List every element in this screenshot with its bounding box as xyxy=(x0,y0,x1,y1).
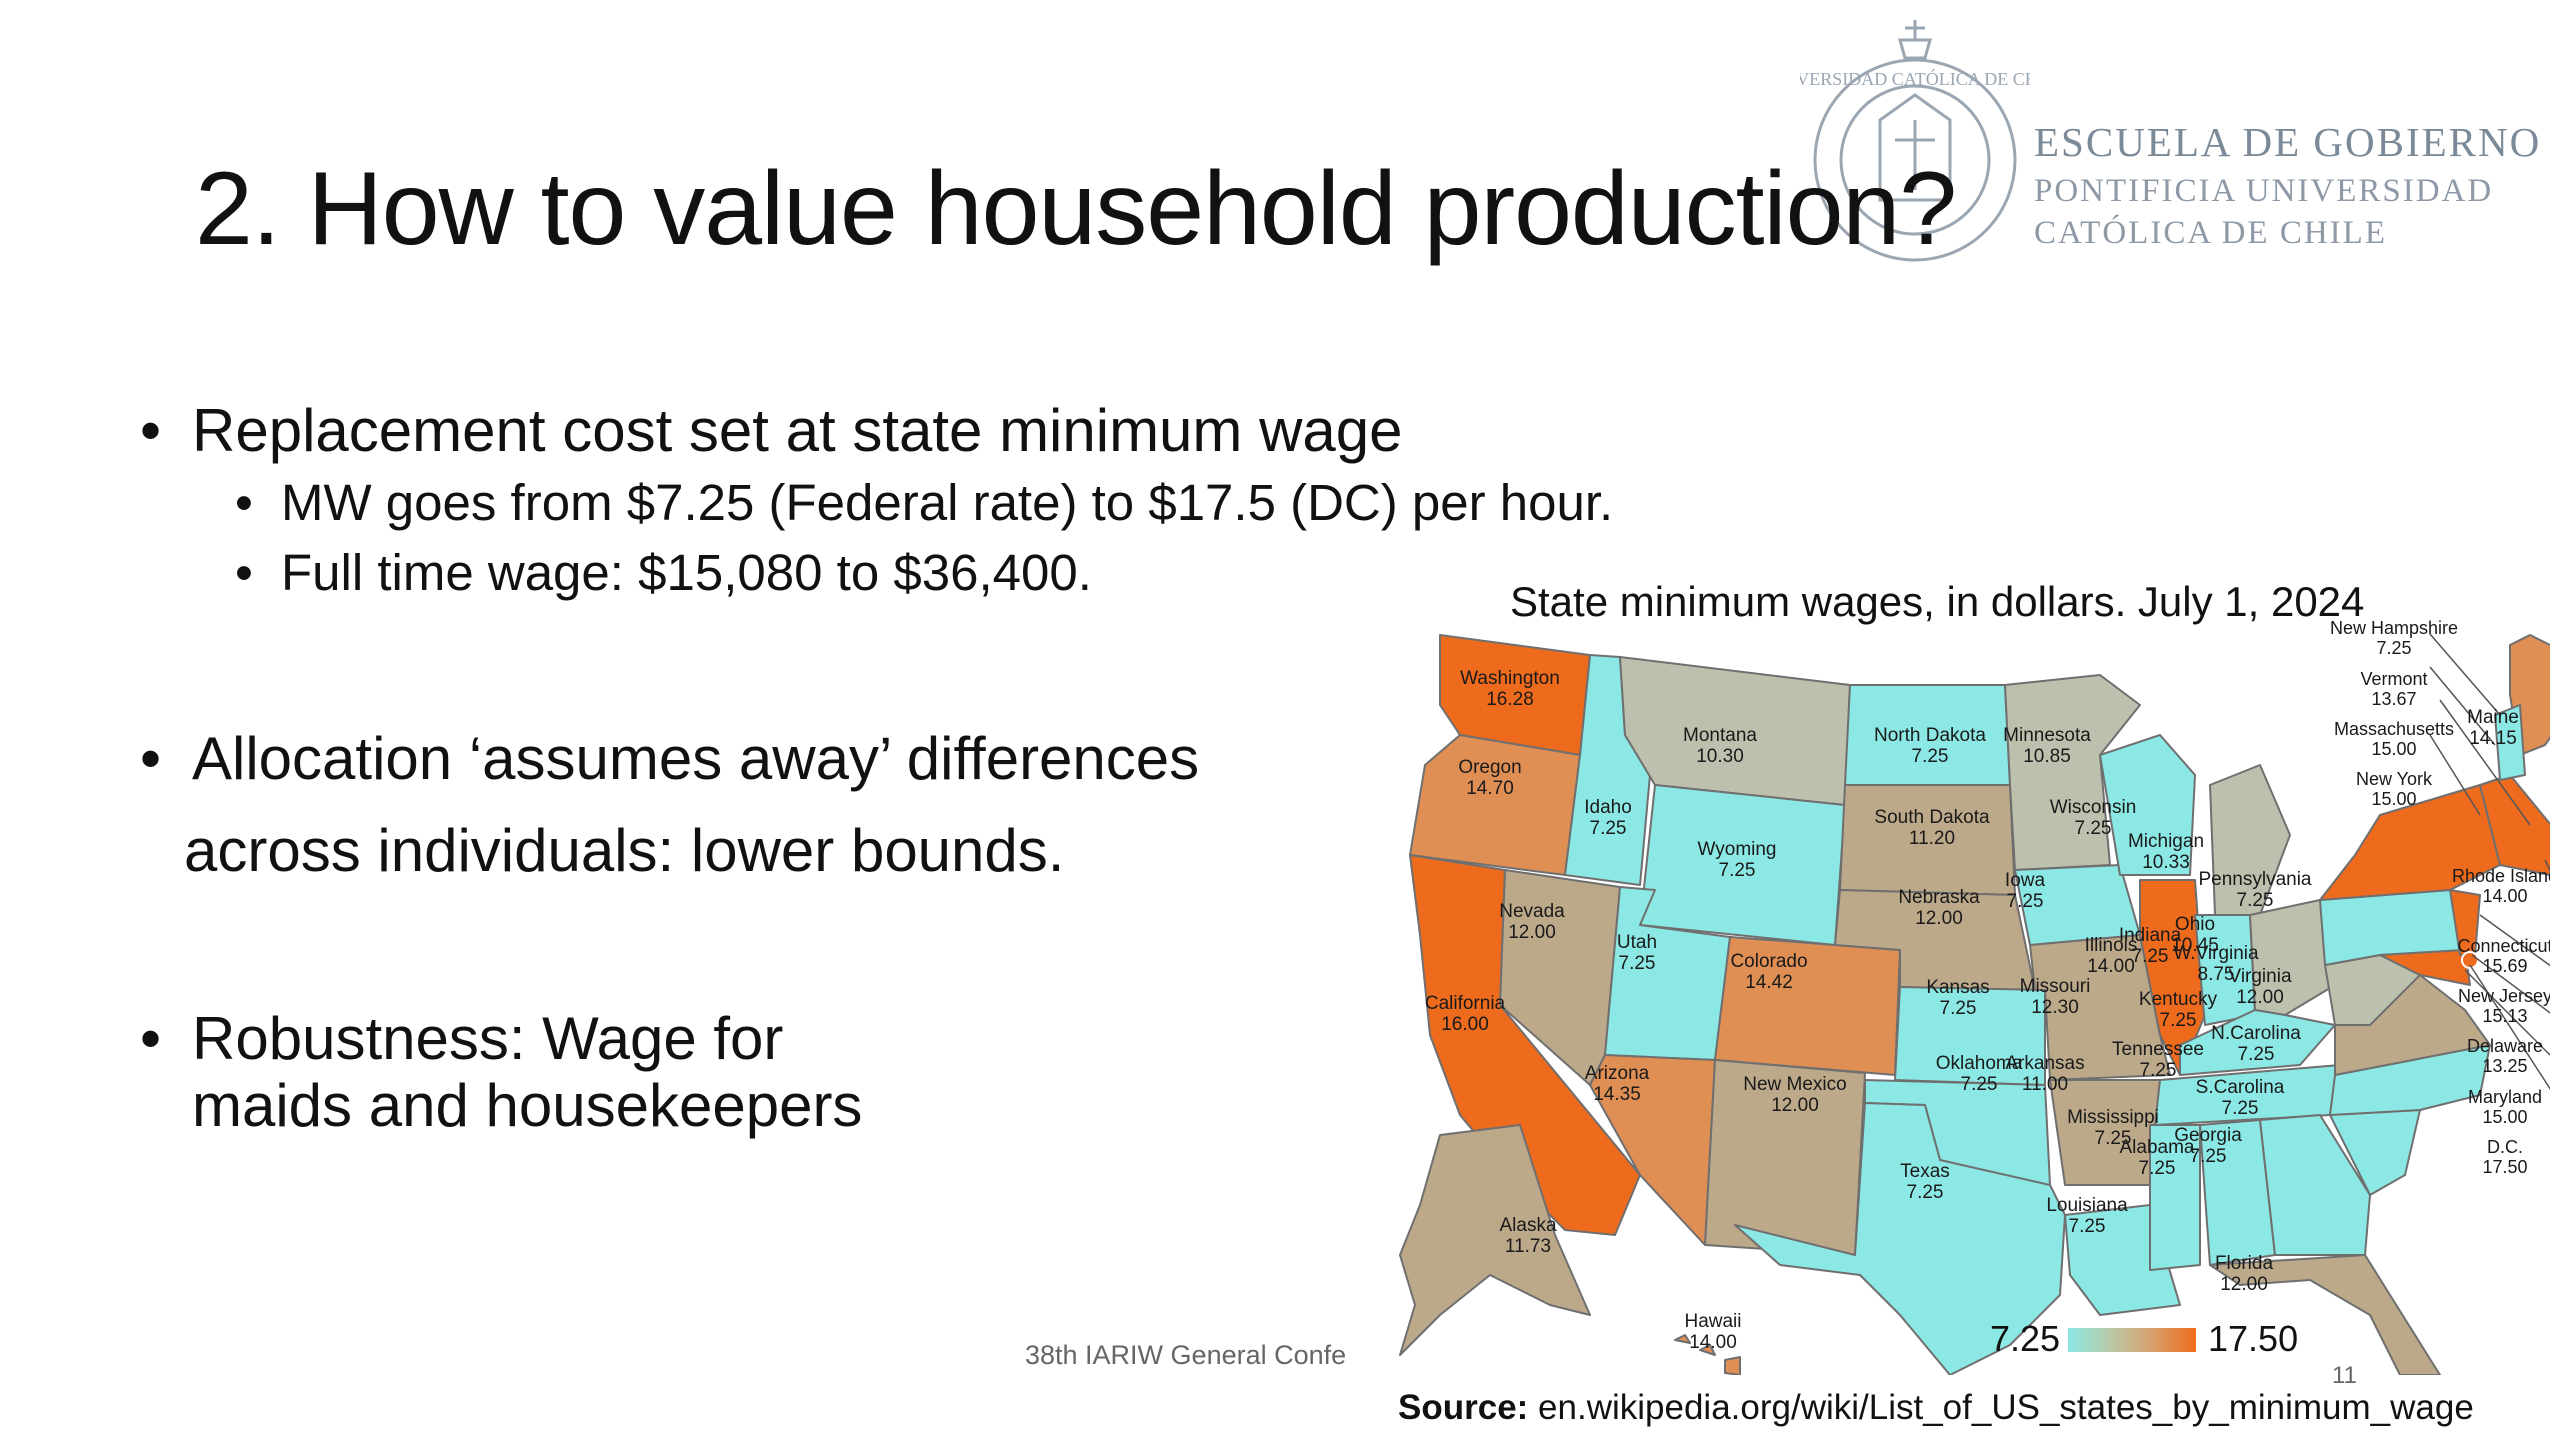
sub-bullet-item: • Full time wage: $15,080 to $36,400. xyxy=(235,544,1092,601)
slide-title: 2. How to value household production? xyxy=(195,151,1957,267)
state-label: Idaho 7.25 xyxy=(1584,797,1632,839)
state-michigan xyxy=(2209,764,2291,916)
state-maryland xyxy=(2379,949,2471,986)
legend-min-label: 7.25 xyxy=(1990,1318,2061,1359)
state-label: Missouri 12.30 xyxy=(2020,976,2091,1018)
northeast-callout-label: Rhode Island 14.00 xyxy=(2452,866,2550,906)
bullet-continuation: across individuals: lower bounds. xyxy=(184,817,1065,884)
university-seal-icon: UNIVERSIDAD CATÓLICA DE CHILE xyxy=(1800,20,2030,262)
state-label: Kentucky 7.25 xyxy=(2139,989,2218,1031)
state-wisconsin xyxy=(2099,734,2196,876)
state-label: Michigan 10.33 xyxy=(2128,831,2204,873)
state-label: Oklahoma 7.25 xyxy=(1936,1053,2023,1095)
state-label: Hawaii 14.00 xyxy=(1684,1311,1741,1353)
us-minimum-wage-map: Washington 16.28 Oregon 14.70 California 16… xyxy=(1399,618,2550,1375)
school-logo: UNIVERSIDAD CATÓLICA DE CHILE ESCUELA DE… xyxy=(1800,10,2560,280)
state-alaska xyxy=(1399,1124,1591,1356)
northeast-callout-label: Massachusetts 15.00 xyxy=(2334,719,2454,759)
state-label: Georgia 7.25 xyxy=(2174,1125,2242,1167)
state-georgia xyxy=(2259,1114,2371,1256)
state-label: Arizona 14.35 xyxy=(1585,1063,1650,1105)
state-mississippi xyxy=(2149,1124,2201,1271)
state-label: Louisiana 7.25 xyxy=(2046,1195,2128,1237)
state-label: Mississippi 7.25 xyxy=(2067,1107,2159,1149)
state-minnesota xyxy=(2004,674,2141,871)
state-label: Nevada 12.00 xyxy=(1499,901,1565,943)
state-label: North Dakota 7.25 xyxy=(1874,725,1986,767)
state-label: N.Carolina 7.25 xyxy=(2211,1023,2301,1065)
source-citation: Source: en.wikipedia.org/wiki/List_of_US… xyxy=(1398,1388,2474,1428)
bullet-item: • Robustness: Wage for xyxy=(140,1005,784,1072)
bullet-item: • Allocation ‘assumes away’ differences xyxy=(140,725,1200,792)
state-label: Tennessee 7.25 xyxy=(2112,1039,2204,1081)
bullet-item: • Replacement cost set at state minimum w… xyxy=(140,397,1403,464)
state-label: Colorado 14.42 xyxy=(1730,951,1807,993)
state-label: Montana 10.30 xyxy=(1683,725,1757,767)
legend-color-scale xyxy=(2068,1328,2196,1352)
state-texas xyxy=(1734,1102,2066,1375)
sub-bullet-item: • MW goes from $7.25 (Federal rate) to $1… xyxy=(235,474,1614,531)
state-oregon xyxy=(1409,734,1581,876)
state-label: New Mexico 12.00 xyxy=(1743,1074,1846,1116)
northeast-callout-label: Maryland 15.00 xyxy=(2468,1087,2542,1127)
state-label: S.Carolina 7.25 xyxy=(2196,1077,2285,1119)
state-new-hampshire xyxy=(2494,704,2526,781)
logo-line-school: ESCUELA DE GOBIERNO xyxy=(2034,119,2542,165)
state-label: Minnesota 10.85 xyxy=(2003,725,2091,767)
state-florida xyxy=(2209,1254,2441,1375)
state-label: Alaska 11.73 xyxy=(1499,1215,1556,1257)
northeast-callout-label: New Hampshire 7.25 xyxy=(2330,618,2458,658)
page-number: 11 xyxy=(2332,1362,2357,1389)
state-label: California 16.00 xyxy=(1425,993,1506,1035)
state-label: Iowa 7.25 xyxy=(2005,870,2046,912)
legend-max-label: 17.50 xyxy=(2208,1318,2299,1359)
source-label: Source: xyxy=(1398,1388,1529,1427)
state-label: Texas 7.25 xyxy=(1900,1161,1950,1203)
source-url: en.wikipedia.org/wiki/List_of_US_states_… xyxy=(1538,1388,2474,1427)
northeast-callout-label: Vermont 13.67 xyxy=(2360,669,2427,709)
state-hawaii xyxy=(1674,1334,1741,1375)
state-label: Indiana 7.25 xyxy=(2119,925,2182,967)
northeast-callout-label: Delaware 13.25 xyxy=(2467,1036,2543,1076)
state-label: Washington 16.28 xyxy=(1460,668,1560,710)
state-label: Kansas 7.25 xyxy=(1926,977,1989,1019)
state-ohio xyxy=(2249,899,2336,1016)
northeast-callout-label: Connecticut 15.69 xyxy=(2457,936,2550,976)
state-label: Wyoming 7.25 xyxy=(1697,839,1776,881)
northeast-callout-label: D.C. 17.50 xyxy=(2482,1137,2527,1177)
state-label: Illinois 14.00 xyxy=(2085,935,2138,977)
logo-line-university: PONTIFICIA UNIVERSIDAD xyxy=(2034,173,2494,209)
state-label: Pennsylvania 7.25 xyxy=(2198,869,2311,911)
state-label: Alabama 7.25 xyxy=(2120,1137,2195,1179)
state-arizona xyxy=(1589,1054,1716,1246)
northeast-callout-label: New Jersey 15.13 xyxy=(2458,986,2550,1026)
state-label: Arkansas 11.00 xyxy=(2005,1053,2084,1095)
state-label: Ohio 10.45 xyxy=(2171,914,2219,956)
state-label: Nebraska 12.00 xyxy=(1898,887,1980,929)
state-label: W.Virginia 8.75 xyxy=(2173,943,2259,985)
map-title: State minimum wages, in dollars. July 1,… xyxy=(1510,578,2365,625)
svg-text:UNIVERSIDAD CATÓLICA DE CHILE: UNIVERSIDAD CATÓLICA DE CHILE xyxy=(1800,68,2030,89)
logo-line-catolica: CATÓLICA DE CHILE xyxy=(2034,215,2387,251)
state-label: Oregon 14.70 xyxy=(1458,757,1521,799)
bullet-continuation: maids and housekeepers xyxy=(192,1072,863,1139)
state-label: Utah 7.25 xyxy=(1617,932,1657,974)
northeast-callout-label: New York 15.00 xyxy=(2356,769,2433,809)
state-label: Maine 14.15 xyxy=(2467,707,2519,749)
state-label: South Dakota 11.20 xyxy=(1874,807,1990,849)
footer-conference: 38th IARIW General Confe xyxy=(1025,1340,1347,1370)
state-label: Virginia 12.00 xyxy=(2228,966,2291,1008)
state-label: Wisconsin 7.25 xyxy=(2050,797,2137,839)
state-label: Florida 12.00 xyxy=(2215,1253,2274,1295)
